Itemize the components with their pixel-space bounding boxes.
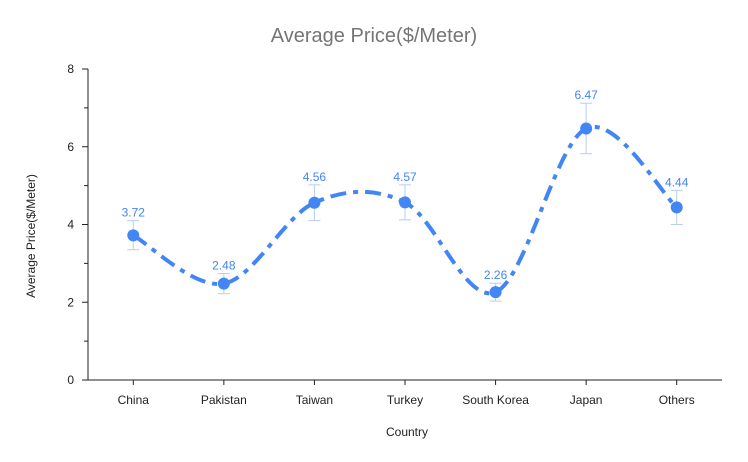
data-label: 2.26 (484, 268, 508, 282)
data-point (308, 196, 321, 209)
data-point (217, 277, 230, 290)
data-label: 4.56 (303, 170, 327, 184)
x-tick-label: Others (659, 393, 695, 407)
data-point (580, 122, 593, 135)
y-tick-label: 2 (67, 295, 74, 309)
data-label: 6.47 (574, 88, 598, 102)
chart-title: Average Price($/Meter) (271, 25, 477, 47)
x-tick-label: China (118, 393, 150, 407)
data-label: 3.72 (122, 206, 146, 220)
data-point (399, 196, 411, 209)
x-tick-label: Pakistan (201, 393, 247, 407)
x-axis-label: Country (386, 425, 428, 439)
y-tick-label: 0 (67, 373, 74, 387)
y-tick-label: 8 (67, 62, 74, 76)
data-label: 4.44 (665, 175, 689, 189)
data-labels: 3.72 2.48 4.56 4.57 2.26 6.47 4.44 (122, 88, 689, 282)
y-tick-label: 6 (67, 140, 74, 154)
x-tick-label: Turkey (387, 393, 423, 407)
axes: 0 2 4 6 8 China Pakistan Taiwan Turkey South Kore… (67, 62, 722, 407)
x-tick-label: Japan (570, 393, 603, 407)
x-tick-label: South Korea (462, 393, 529, 407)
data-label: 2.48 (212, 258, 236, 272)
data-label: 4.57 (393, 170, 417, 184)
y-tick-label: 4 (67, 218, 74, 232)
data-point (489, 286, 502, 299)
y-axis-label: Average Price($/Meter) (24, 174, 38, 298)
data-point (670, 201, 683, 214)
x-tick-label: Taiwan (296, 393, 333, 407)
data-points (127, 122, 683, 299)
data-point (127, 229, 140, 242)
